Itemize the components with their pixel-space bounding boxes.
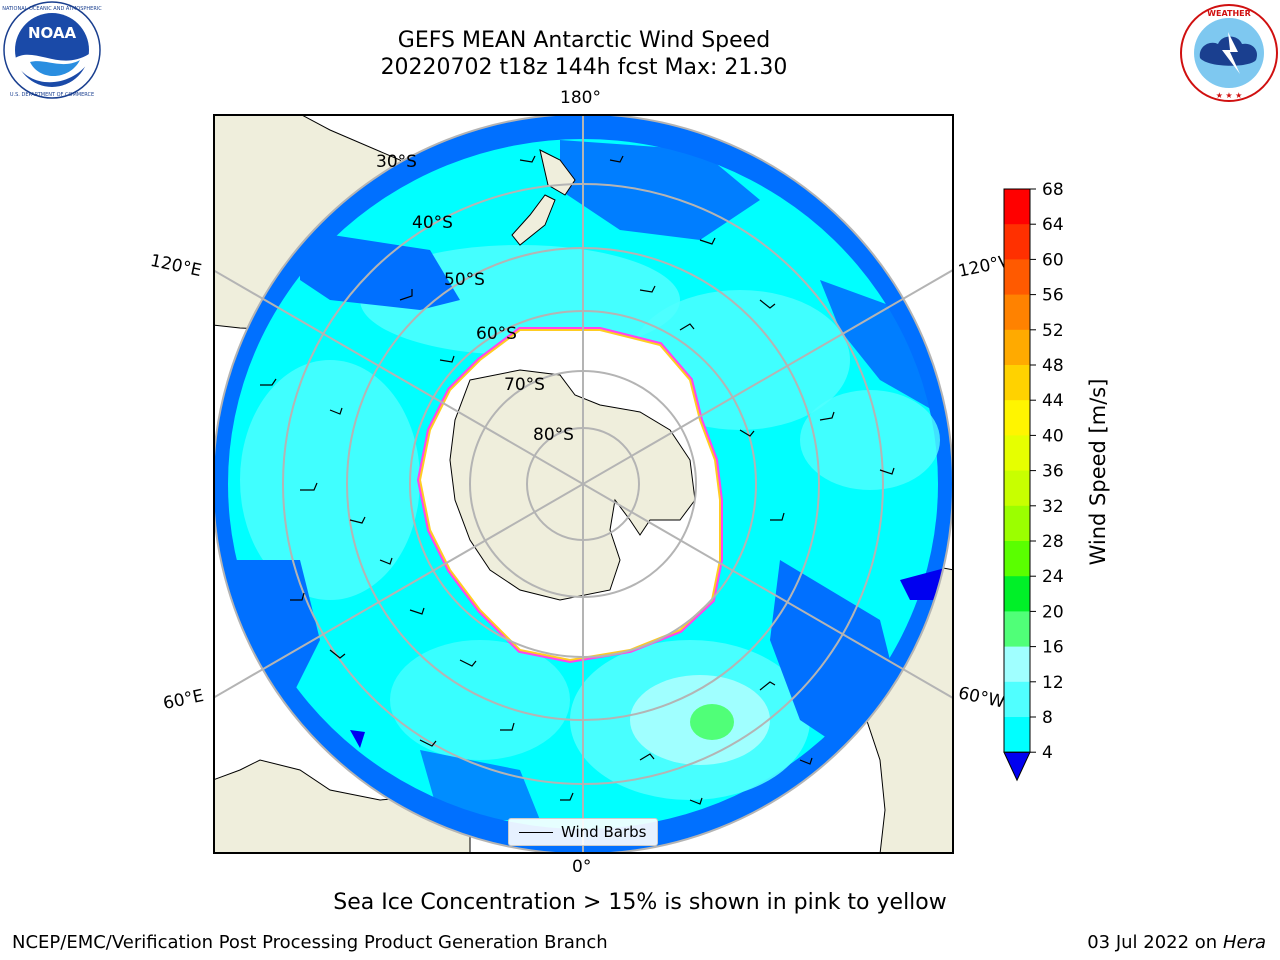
footer-host: Hera: [1222, 932, 1266, 953]
lat-label-50s: 50°S: [444, 270, 485, 290]
map-frame: [213, 114, 954, 854]
colorbar-tick-label: 48: [1042, 356, 1064, 376]
colorbar-segment: [1004, 435, 1030, 472]
colorbar-tick-label: 20: [1042, 602, 1064, 622]
map-legend: Wind Barbs: [508, 818, 658, 846]
colorbar-tick-label: 36: [1042, 462, 1064, 482]
colorbar-segment: [1004, 505, 1030, 542]
colorbar-tick-label: 60: [1042, 250, 1064, 270]
nws-logo: WEATHER ★ ★ ★: [1180, 4, 1278, 102]
noaa-logo-text: NOAA: [28, 24, 77, 42]
colorbar-tick-label: 44: [1042, 391, 1064, 411]
lat-label-80s: 80°S: [533, 425, 574, 445]
colorbar-segment: [1004, 294, 1030, 331]
colorbar-segment: [1004, 541, 1030, 577]
colorbar-segment: [1004, 189, 1030, 225]
colorbar-segment: [1004, 646, 1030, 683]
colorbar-tick-label: 68: [1042, 180, 1064, 200]
legend-label: Wind Barbs: [561, 823, 647, 841]
svg-text:U.S. DEPARTMENT OF COMMERCE: U.S. DEPARTMENT OF COMMERCE: [10, 92, 94, 98]
colorbar-segment: [1004, 611, 1030, 648]
noaa-logo: NOAA U.S. DEPARTMENT OF COMMERCE NATIONA…: [2, 1, 102, 99]
colorbar-tick-label: 8: [1042, 708, 1053, 728]
colorbar-segment: [1004, 259, 1030, 296]
svg-text:★ ★ ★: ★ ★ ★: [1216, 91, 1243, 100]
lat-label-70s: 70°S: [504, 375, 545, 395]
colorbar-tick-label: 4: [1042, 743, 1053, 763]
wind-barb-legend-line: [519, 832, 553, 833]
svg-text:NATIONAL OCEANIC AND ATMOSPHER: NATIONAL OCEANIC AND ATMOSPHERIC: [2, 6, 102, 12]
colorbar-segment: [1004, 329, 1030, 366]
colorbar-segment: [1004, 576, 1030, 612]
lon-label-upper-left: 120°E: [148, 250, 204, 282]
colorbar-segment: [1004, 681, 1030, 718]
land-antarctica: [449, 369, 696, 601]
colorbar-under-extend: [1003, 751, 1031, 782]
wind-barbs: [260, 155, 895, 805]
colorbar-segment: [1004, 717, 1030, 753]
colorbar-tick-label: 40: [1042, 426, 1064, 446]
lon-label-lower-left: 60°E: [161, 685, 206, 715]
colorbar-tick-label: 24: [1042, 567, 1064, 587]
lon-label-top: 180°: [560, 88, 601, 108]
colorbar-tick-label: 56: [1042, 286, 1064, 306]
graticule: [215, 116, 952, 852]
colorbar-tick-label: 52: [1042, 321, 1064, 341]
lat-label-40s: 40°S: [412, 213, 453, 233]
lon-label-bottom: 0°: [572, 857, 592, 877]
land-africa: [215, 759, 471, 852]
colorbar: 68 64 60 56 52 48 44 40 36 32 28 24 20 16 12 8 4: [1003, 180, 1064, 782]
chart-title: GEFS MEAN Antarctic Wind Speed: [397, 28, 771, 53]
colorbar-segment: [1004, 470, 1030, 507]
wind-speed-map: [215, 116, 952, 852]
colorbar-segment: [1004, 224, 1030, 260]
colorbar-tick-label: 12: [1042, 673, 1064, 693]
colorbar-tick-label: 64: [1042, 215, 1064, 235]
svg-text:WEATHER: WEATHER: [1207, 9, 1251, 18]
colorbar-tick-label: 16: [1042, 638, 1064, 658]
colorbar-segment: [1004, 365, 1030, 401]
lat-label-30s: 30°S: [376, 152, 417, 172]
colorbar-tick-label: 28: [1042, 532, 1064, 552]
footer-date: 03 Jul 2022 on Hera: [1087, 932, 1266, 953]
footer-credit: NCEP/EMC/Verification Post Processing Pr…: [12, 932, 608, 953]
colorbar-segment: [1004, 400, 1030, 436]
footer-date-text: 03 Jul 2022 on: [1087, 932, 1223, 953]
colorbar-title: Wind Speed [m/s]: [1086, 378, 1110, 566]
colorbar-tick-label: 32: [1042, 497, 1064, 517]
lat-label-60s: 60°S: [476, 324, 517, 344]
caption: Sea Ice Concentration > 15% is shown in …: [333, 890, 947, 915]
chart-subtitle: 20220702 t18z 144h fcst Max: 21.30: [380, 55, 788, 80]
